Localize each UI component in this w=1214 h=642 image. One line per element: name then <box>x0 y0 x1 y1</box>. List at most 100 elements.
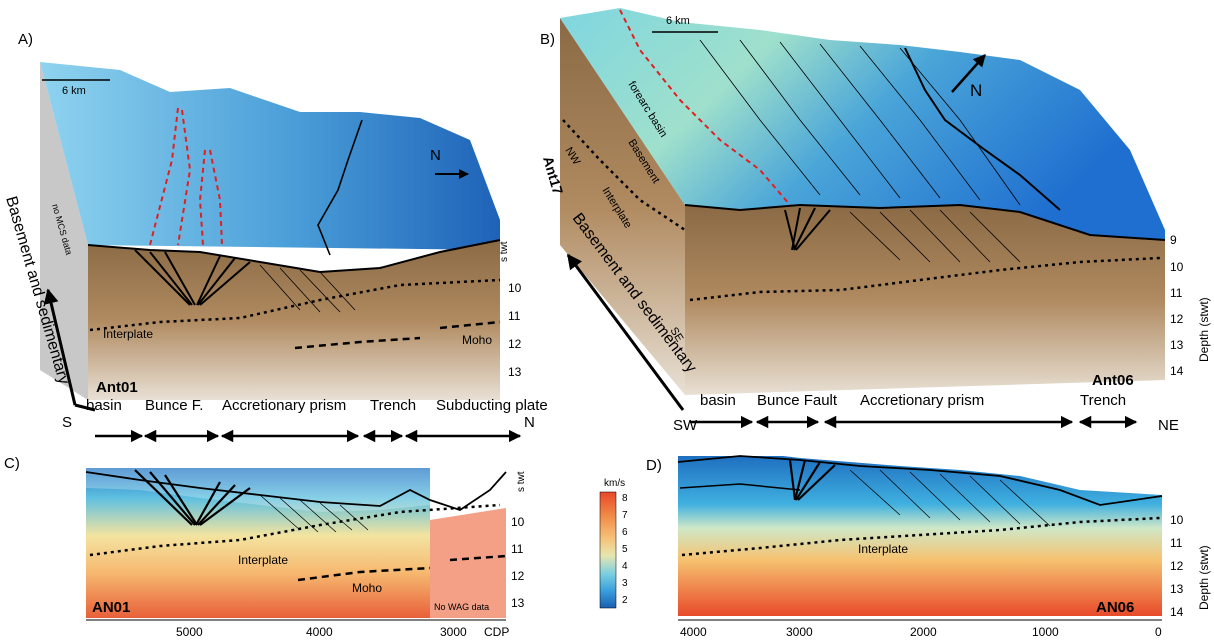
colorbar-tick: 3 <box>622 578 628 589</box>
panel-a-tick: 10 <box>508 281 522 295</box>
panel-d-cdp-tick: 1000 <box>1032 625 1059 639</box>
panel-c-letter: C) <box>4 455 20 472</box>
panel-b-axis-unit: Depth (stwt) <box>1197 297 1211 362</box>
panel-c-seafloor-line <box>85 471 507 511</box>
panel-a-tick: 12 <box>508 337 522 351</box>
panel-b-section-thrusts <box>849 209 1021 263</box>
panel-a-moho-line <box>294 336 421 350</box>
panel-a-interplate-label: Interplate <box>103 327 153 341</box>
colorbar-unit: km/s <box>604 478 625 489</box>
panel-d-tick: 14 <box>1170 605 1184 619</box>
panel-d-cdp-tick: 3000 <box>786 625 813 639</box>
zone-sw-label: SW <box>673 417 698 434</box>
panel-b-map-surface <box>560 8 1165 240</box>
panel-c-moho-line-2 <box>449 554 507 562</box>
panel-b-tick: 14 <box>1170 364 1184 378</box>
panel-a-interplate-line <box>89 278 501 332</box>
zone-n-label: N <box>524 414 535 431</box>
zone-s-label: S <box>62 414 72 431</box>
panel-a-zones: S N basin Bunce F. Accretionary prism Tr… <box>62 397 548 443</box>
panel-c-right-fill <box>430 508 506 618</box>
panel-c-fault-fan <box>134 469 251 526</box>
panel-b-interplate-line <box>689 256 1161 302</box>
zone-label: Trench <box>370 397 416 414</box>
panel-d-cdp-tick: 2000 <box>910 625 937 639</box>
panel-d-tick: 10 <box>1170 513 1184 527</box>
panel-a-letter: A) <box>18 31 33 48</box>
panel-b-seafloor-line <box>684 203 1166 241</box>
colorbar-tick: 5 <box>622 544 628 555</box>
panel-a: A) Interplate Moho Ant01 <box>2 31 522 412</box>
panel-a-fault-fan <box>134 249 251 306</box>
panel-d-seafloor-line <box>677 455 1163 506</box>
panel-c-tick: 13 <box>511 596 525 610</box>
panel-b-fault-fan <box>784 207 831 251</box>
panel-b-tick: 13 <box>1170 338 1184 352</box>
panel-a-north-label: N <box>430 147 441 164</box>
zone-label: Bunce F. <box>145 397 203 414</box>
panel-b: B) Ant06 6 km N Ant17 NW <box>540 8 1211 411</box>
zone-label: basin <box>86 397 122 414</box>
panel-a-side-arrow <box>43 288 77 406</box>
panel-c-section-label: AN01 <box>92 599 130 616</box>
zone-label: Bunce Fault <box>757 392 838 409</box>
panel-a-seafloor-line <box>87 239 501 274</box>
panel-c-tick: 12 <box>511 569 525 583</box>
panel-b-side-wall <box>560 18 685 395</box>
zone-label: basin <box>700 392 736 409</box>
panel-a-map-surface <box>40 62 500 250</box>
panel-a-moho-line-2 <box>439 320 501 330</box>
panel-d-tick: 13 <box>1170 582 1184 596</box>
panel-d-fault-fan <box>788 459 836 501</box>
panel-d-thrusts <box>849 469 1051 527</box>
panel-c-thrusts <box>259 494 369 533</box>
panel-c-interplate-line <box>89 503 501 557</box>
panel-c-no-data-label: No WAG data <box>434 602 489 612</box>
panel-b-seismic-section <box>685 205 1165 395</box>
panel-c-cdp-tick: 5000 <box>176 625 203 639</box>
panel-c-interplate-label: Interplate <box>238 553 288 567</box>
colorbar-scale <box>599 491 617 609</box>
panel-c-tick: 10 <box>511 515 525 529</box>
panel-c-tick: 11 <box>511 542 524 556</box>
panel-b-red-fault <box>619 9 791 206</box>
panel-d: D) Interplate AN06 Depth (stwt) 10 11 12… <box>646 452 1211 639</box>
panel-b-scale-label: 6 km <box>666 15 690 27</box>
colorbar-tick: 8 <box>622 493 628 504</box>
panel-d-cdp-tick: 4000 <box>680 625 707 639</box>
panel-a-seismic-section <box>88 240 500 400</box>
panel-d-interplate-line <box>681 516 1161 557</box>
panel-d-letter: D) <box>646 457 662 474</box>
panel-b-tick: 11 <box>1170 286 1183 300</box>
panel-c-cdp-tick: 4000 <box>306 625 333 639</box>
panel-b-tick: 10 <box>1170 260 1184 274</box>
panel-b-side-arrow <box>566 253 685 411</box>
panel-b-zones: SW NE basin Bunce Fault Accretionary pri… <box>673 392 1179 434</box>
panel-c-cdp-tick: 3000 <box>440 625 467 639</box>
panel-a-red-faults <box>149 107 223 246</box>
panel-c-moho-label: Moho <box>352 581 382 595</box>
zone-ne-label: NE <box>1158 417 1179 434</box>
panel-d-tick: 11 <box>1170 536 1183 550</box>
zone-label: Trench <box>1080 392 1126 409</box>
colorbar-tick: 4 <box>622 561 628 572</box>
panel-a-axis-unit: s twt <box>499 241 510 262</box>
colorbar-tick: 6 <box>622 527 628 538</box>
panel-d-cdp-tick: 0 <box>1155 625 1162 639</box>
colorbar-tick: 7 <box>622 510 628 521</box>
panel-b-letter: B) <box>540 31 555 48</box>
panel-b-trench-fault <box>904 47 1061 211</box>
panel-c-axis-unit: s twt <box>516 471 527 492</box>
panel-b-north-arrow <box>951 54 986 93</box>
panel-a-trench-fault <box>317 119 363 256</box>
panel-b-tick: 12 <box>1170 312 1184 326</box>
zone-label: Subducting plate <box>436 397 548 414</box>
colorbar: km/s 8 7 6 5 4 3 2 <box>599 478 628 609</box>
panel-a-tick: 11 <box>508 309 521 323</box>
panel-a-side-wall <box>40 62 88 400</box>
panel-a-scale-label: 6 km <box>62 85 86 97</box>
panel-d-tick: 12 <box>1170 559 1184 573</box>
panel-b-north-label: N <box>970 81 982 100</box>
panel-c: C) Interplate Moho No WAG data AN01 s tw… <box>4 455 527 639</box>
